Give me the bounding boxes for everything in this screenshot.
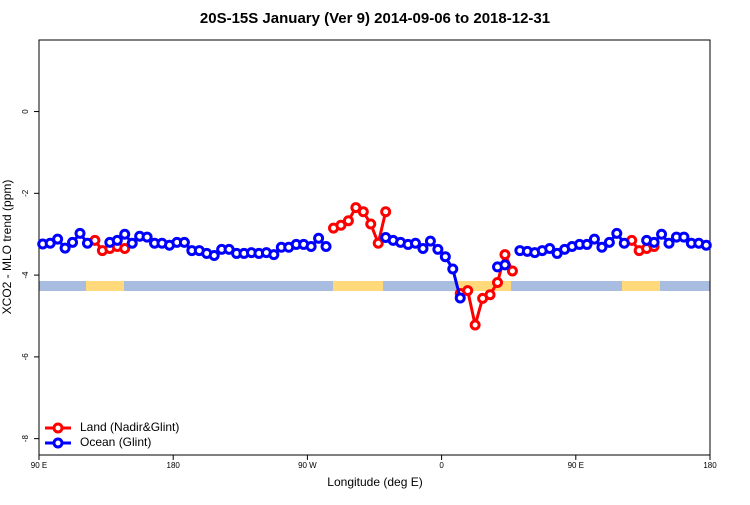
data-point	[447, 263, 459, 275]
legend-marker	[52, 422, 64, 434]
land-band	[333, 281, 383, 291]
y-tick-label: -8	[21, 435, 30, 443]
x-tick-label: 90 E	[31, 461, 47, 470]
x-tick-label: 90 E	[568, 461, 584, 470]
data-point	[484, 289, 496, 301]
data-point	[424, 235, 436, 247]
data-point	[596, 241, 608, 253]
data-point	[462, 285, 474, 297]
legend-marker	[52, 437, 64, 449]
data-point	[357, 206, 369, 218]
data-point	[588, 233, 600, 245]
data-point	[208, 249, 220, 261]
data-point	[656, 228, 668, 240]
data-point	[678, 231, 690, 243]
x-tick-label: 0	[439, 461, 444, 470]
data-point	[52, 233, 64, 245]
plot	[37, 202, 712, 331]
data-point	[111, 234, 123, 246]
data-point	[178, 236, 190, 248]
data-point	[618, 237, 630, 249]
data-point	[126, 237, 138, 249]
data-point	[342, 215, 354, 227]
y-axis-label: XCO2 - MLO trend (ppm)	[0, 180, 14, 315]
data-point	[365, 218, 377, 230]
data-point	[663, 237, 675, 249]
data-point	[59, 242, 71, 254]
legend-label: Land (Nadir&Glint)	[80, 420, 179, 434]
data-point	[305, 240, 317, 252]
legend-label: Ocean (Glint)	[80, 435, 151, 449]
data-point	[432, 243, 444, 255]
data-point	[320, 240, 332, 252]
data-point	[469, 319, 481, 331]
data-point	[74, 227, 86, 239]
data-point	[603, 236, 615, 248]
land-band	[456, 281, 511, 291]
data-point	[581, 238, 593, 250]
data-point	[544, 243, 556, 255]
data-point	[439, 251, 451, 263]
data-point	[313, 232, 325, 244]
y-tick-label: -2	[21, 189, 30, 197]
data-point	[67, 236, 79, 248]
data-point	[700, 239, 712, 251]
data-point	[611, 227, 623, 239]
data-point	[268, 249, 280, 261]
data-point	[492, 276, 504, 288]
data-point	[454, 292, 466, 304]
land-band	[622, 281, 660, 291]
data-point	[499, 259, 511, 271]
x-tick-label: 180	[167, 461, 181, 470]
data-point	[81, 237, 93, 249]
data-point	[372, 237, 384, 249]
land-band	[86, 281, 124, 291]
data-point	[141, 231, 153, 243]
x-axis-label: Longitude (deg E)	[327, 475, 422, 489]
data-point	[417, 243, 429, 255]
data-point	[335, 219, 347, 231]
data-point	[119, 243, 131, 255]
data-point	[506, 265, 518, 277]
y-tick-label: -4	[21, 271, 30, 279]
data-point	[499, 249, 511, 261]
y-tick-label: -6	[21, 353, 30, 361]
data-point	[410, 237, 422, 249]
x-tick-label: 180	[703, 461, 717, 470]
chart-title: 20S-15S January (Ver 9) 2014-09-06 to 20…	[200, 10, 550, 27]
x-tick-label: 90 W	[298, 461, 317, 470]
data-point	[119, 228, 131, 240]
data-point	[648, 236, 660, 248]
y-tick-label: 0	[21, 109, 30, 114]
data-point	[380, 206, 392, 218]
